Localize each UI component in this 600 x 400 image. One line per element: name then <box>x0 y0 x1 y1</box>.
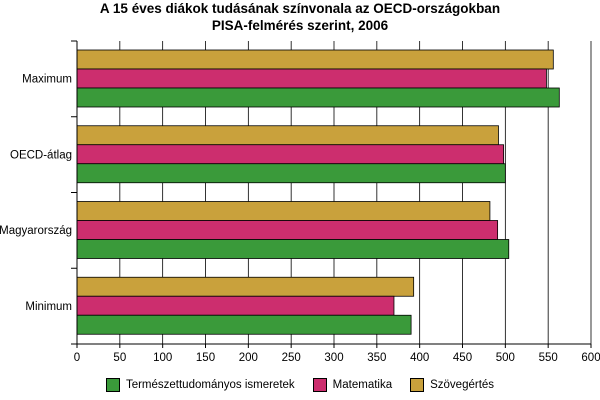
x-tick-label-500: 500 <box>496 352 515 364</box>
bar-3-series-0 <box>76 314 412 335</box>
category-label-3: Minimum <box>25 301 72 313</box>
x-tick-label-0: 0 <box>74 352 80 364</box>
x-tick-label-450: 450 <box>453 352 472 364</box>
x-tick-label-150: 150 <box>196 352 215 364</box>
legend-item-math: Matematika <box>312 378 393 392</box>
bar-0-series-2 <box>76 49 554 70</box>
legend: Természettudományos ismeretek Matematika… <box>0 378 600 392</box>
bar-0-series-1 <box>76 68 547 89</box>
x-tick-label-200: 200 <box>239 352 258 364</box>
legend-label-science: Természettudományos ismeretek <box>125 379 295 391</box>
x-tick-label-600: 600 <box>581 352 600 364</box>
chart-title-line-1: A 15 éves diákok tudásának színvonala az… <box>99 1 501 16</box>
x-tick-label-300: 300 <box>324 352 343 364</box>
x-tick-label-100: 100 <box>153 352 172 364</box>
bar-2-series-1 <box>76 220 499 240</box>
chart-title-line-2: PISA-felmérés szerint, 2006 <box>211 18 389 33</box>
bar-2-series-0 <box>76 239 510 259</box>
legend-swatch-reading <box>410 378 425 392</box>
x-tick-label-400: 400 <box>410 352 429 364</box>
bar-3-series-2 <box>76 276 415 297</box>
bar-1-series-1 <box>76 144 505 165</box>
bar-1-series-2 <box>76 125 499 146</box>
x-tick-label-250: 250 <box>282 352 301 364</box>
x-tick-label-550: 550 <box>539 352 558 364</box>
legend-swatch-science <box>105 378 120 392</box>
bar-3-series-1 <box>76 295 395 316</box>
bar-0-series-0 <box>76 87 560 108</box>
legend-item-reading: Szövegértés <box>410 378 494 392</box>
legend-item-science: Természettudományos ismeretek <box>105 378 295 392</box>
category-label-0: Maximum <box>22 74 72 86</box>
x-tick-label-50: 50 <box>113 352 126 364</box>
category-label-1: OECD-átlag <box>10 149 72 161</box>
category-label-2: Magyarország <box>0 225 72 237</box>
legend-label-reading: Szövegértés <box>430 379 495 391</box>
legend-label-math: Matematika <box>332 379 393 391</box>
bar-2-series-2 <box>76 201 491 221</box>
legend-swatch-math <box>312 378 327 392</box>
x-tick-label-350: 350 <box>367 352 386 364</box>
bar-1-series-0 <box>76 163 506 184</box>
